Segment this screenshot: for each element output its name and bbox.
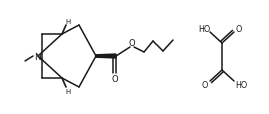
Text: HO: HO [235,80,247,89]
Text: N: N [34,52,40,61]
Polygon shape [96,54,116,58]
Text: O: O [202,80,208,89]
Text: O: O [129,39,135,48]
Text: O: O [112,75,118,84]
Text: O: O [236,25,242,34]
Text: H: H [65,19,71,25]
Text: H: H [65,88,71,94]
Text: HO: HO [198,25,210,34]
